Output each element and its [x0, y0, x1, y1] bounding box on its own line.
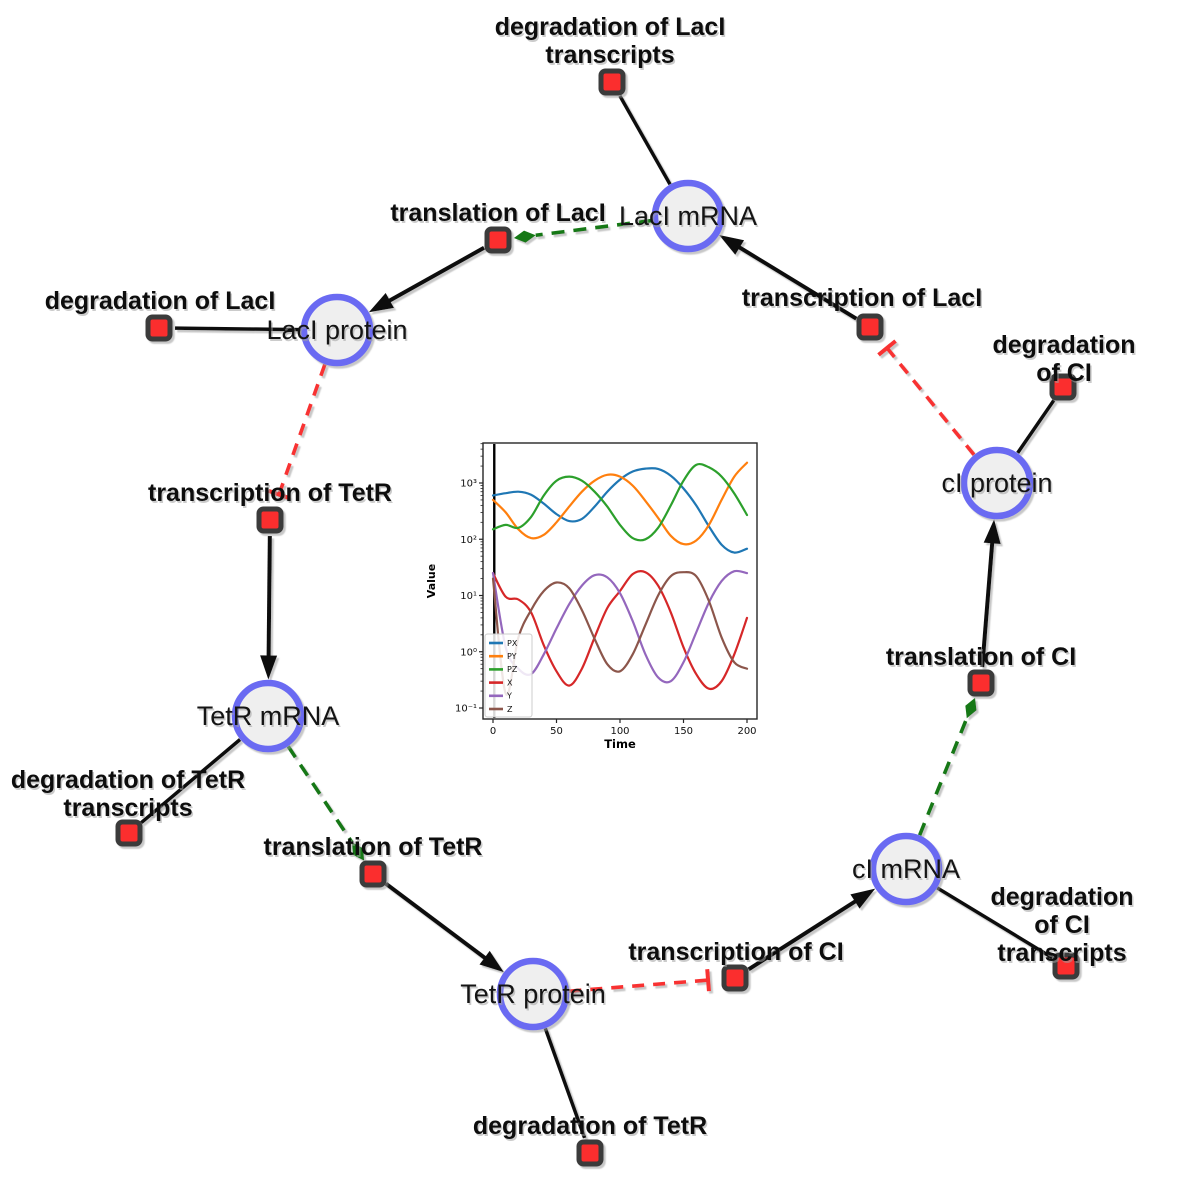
legend-label-X: X [507, 678, 513, 687]
edge-translation-ci-ci-protein [980, 519, 1001, 668]
edge-tetr-mrna-deg-tetr-tx [140, 738, 242, 825]
nodes-layer [115, 68, 1080, 1167]
timeseries-plot: 0 50 100 150 20010⁻¹10⁰10¹10²10³TimeValuePXP… [425, 442, 758, 751]
series-line-PY [491, 461, 749, 546]
plot-curves [491, 444, 749, 718]
y-tick-label-1e1: 10¹ [460, 591, 477, 602]
reaction-node-translation-tetr [359, 860, 387, 888]
x-tick-label-100: 100 [610, 726, 629, 737]
legend-label-PX: PX [507, 639, 518, 648]
legend-label-PY: PY [507, 652, 517, 661]
edge-tetr-mrna-translation-tetr [286, 745, 365, 861]
x-tick-label-0: 0 [490, 726, 496, 737]
edge-translation-tetr-tetr-protein [384, 881, 504, 973]
reaction-node-transcription-ci [721, 964, 749, 992]
edge-tetr-protein-transcription-ci [569, 969, 711, 993]
reaction-node-deg-laci [145, 314, 173, 342]
legend-label-Z: Z [507, 705, 513, 714]
species-node-tetr-protein [496, 957, 570, 1031]
species-node-laci-mrna [651, 179, 725, 253]
edge-ci-protein-transcription-laci [877, 339, 976, 456]
series-line-PX [491, 467, 749, 554]
edge-ci-mrna-deg-ci-tx [936, 886, 1054, 960]
reaction-node-transcription-laci [856, 313, 884, 341]
edge-transcription-laci-laci-mrna [719, 235, 858, 321]
legend-label-Y: Y [506, 692, 512, 701]
reaction-node-translation-ci [967, 669, 995, 697]
series-line-X [491, 570, 749, 691]
y-tick-label-1e2: 10² [460, 535, 477, 546]
y-tick-label-1e-1: 10⁻¹ [455, 704, 477, 715]
edge-laci-protein-deg-laci [174, 326, 301, 332]
series-line-Z [491, 571, 749, 696]
edge-laci-protein-transcription-tetr [267, 363, 327, 501]
plot-legend: PX PY PZ XYZ [484, 633, 533, 718]
edge-tetr-protein-deg-tetr [543, 1027, 587, 1139]
series-line-PZ [491, 462, 749, 542]
y-tick-label-1e0: 10⁰ [460, 647, 477, 658]
y-tick-label-1e3: 10³ [460, 479, 477, 490]
x-tick-label-200: 200 [737, 726, 756, 737]
species-node-laci-protein [300, 293, 374, 367]
series-line-Y [491, 569, 749, 684]
plot-ticks: 0 50 100 150 200 10⁻¹ 10⁰ 10¹ 10² 10³ [455, 443, 757, 737]
edge-translation-laci-laci-protein [368, 246, 486, 313]
species-node-ci-mrna [869, 832, 943, 906]
species-node-ci-protein [960, 446, 1034, 520]
reaction-node-deg-ci [1049, 373, 1077, 401]
edge-transcription-ci-ci-mrna [747, 888, 876, 972]
legend-label-PZ: PZ [507, 665, 518, 674]
y-axis-label: Value [425, 564, 438, 598]
x-tick-label-150: 150 [674, 726, 693, 737]
edge-ci-mrna-translation-ci [917, 697, 977, 836]
edge-laci-mrna-translation-laci [513, 218, 653, 243]
reaction-node-deg-tetr-tx [115, 819, 143, 847]
reaction-node-transcription-tetr [256, 506, 284, 534]
x-axis-label: Time [604, 737, 636, 751]
reaction-node-translation-laci [484, 226, 512, 254]
reaction-node-deg-ci-tx [1052, 952, 1080, 980]
x-tick-label-50: 50 [550, 726, 563, 737]
reaction-node-deg-laci-tx [598, 68, 626, 96]
reaction-node-deg-tetr [576, 1139, 604, 1167]
species-node-tetr-mrna [231, 679, 305, 753]
edge-transcription-tetr-tetr-mrna [260, 535, 278, 680]
edge-ci-protein-deg-ci [1016, 399, 1056, 454]
edges-layer [140, 95, 1056, 1139]
edge-laci-mrna-deg-laci-tx [618, 95, 672, 186]
